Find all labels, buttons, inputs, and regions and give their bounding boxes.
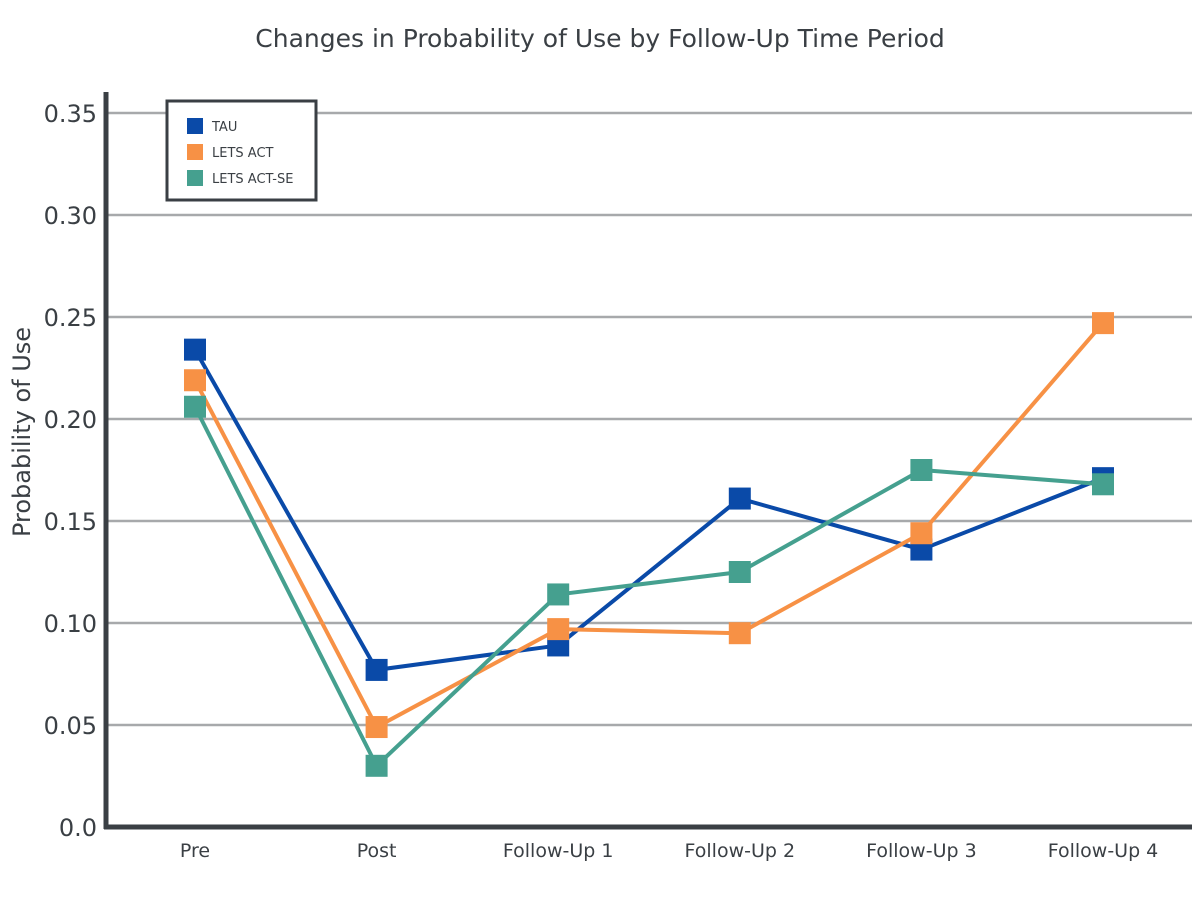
legend-swatch	[187, 144, 203, 160]
x-tick-label: Follow-Up 1	[503, 840, 614, 862]
series-line	[193, 405, 1104, 768]
data-point-marker	[365, 658, 388, 681]
legend-label: TAU	[211, 120, 237, 135]
legend: TAU LETS ACT LETS ACT-SE	[165, 99, 318, 202]
data-point-marker	[910, 522, 933, 545]
data-point-marker	[365, 754, 388, 777]
y-tick-label: 0.05	[44, 712, 97, 740]
series-line	[193, 321, 1105, 730]
x-tick-label: Follow-Up 2	[685, 840, 796, 862]
x-tick-label: Pre	[180, 840, 210, 862]
data-point-marker	[1092, 473, 1114, 496]
series-line	[193, 348, 1104, 672]
data-point-marker	[547, 583, 570, 606]
chart-title: Changes in Probability of Use by Follow-…	[255, 24, 945, 53]
y-tick-label: 0.30	[44, 202, 97, 230]
legend-label: LETS ACT-SE	[212, 172, 293, 187]
x-tick-label: Follow-Up 4	[1048, 840, 1159, 862]
series-lets-act-se	[184, 395, 1114, 777]
y-tick-label: 0.20	[44, 406, 97, 434]
legend-label: LETS ACT	[212, 146, 274, 161]
data-point-marker	[728, 622, 751, 645]
data-point-marker	[728, 561, 751, 583]
y-tick-label: 0.10	[44, 610, 97, 638]
data-point-marker	[365, 716, 388, 739]
data-point-marker	[184, 369, 206, 392]
data-point-marker	[728, 487, 751, 510]
data-point-marker	[184, 395, 206, 418]
x-tick-label: Post	[357, 840, 397, 862]
data-point-marker	[184, 338, 206, 361]
gridlines	[106, 111, 1192, 727]
y-tick-label: 0.25	[44, 304, 97, 332]
data-point-marker	[1092, 312, 1114, 335]
legend-swatch	[187, 170, 203, 186]
series-lets-act	[184, 312, 1114, 739]
y-tick-label: 0.15	[44, 508, 97, 536]
x-tick-label: Follow-Up 3	[866, 840, 977, 862]
legend-swatch	[187, 118, 203, 134]
data-point-marker	[910, 459, 933, 481]
y-tick-label: 0.35	[44, 100, 97, 128]
y-tick-label: 0.0	[59, 814, 97, 842]
data-point-marker	[547, 618, 570, 641]
